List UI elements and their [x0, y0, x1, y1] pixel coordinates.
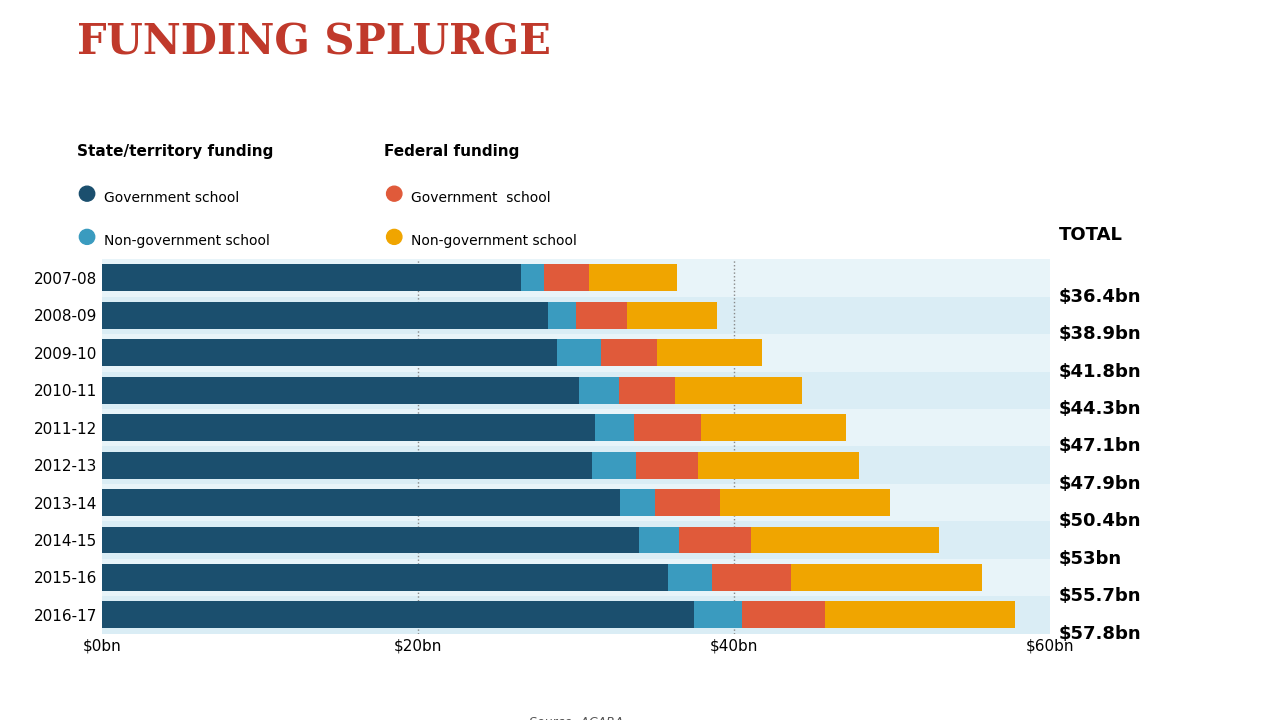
Bar: [102, 259, 1050, 297]
Bar: [595, 414, 635, 441]
Text: Government  school: Government school: [411, 191, 550, 204]
Text: $41.8bn: $41.8bn: [1059, 363, 1142, 380]
Bar: [712, 564, 791, 591]
Bar: [676, 377, 801, 404]
Bar: [635, 414, 700, 441]
Bar: [636, 451, 698, 479]
Bar: [668, 564, 712, 591]
Bar: [639, 526, 678, 554]
Bar: [698, 451, 859, 479]
Text: $38.9bn: $38.9bn: [1059, 325, 1142, 343]
Bar: [102, 302, 548, 329]
Bar: [719, 489, 890, 516]
Text: Federal funding: Federal funding: [384, 144, 520, 159]
Bar: [826, 601, 1015, 629]
Bar: [102, 414, 595, 441]
Text: $53bn: $53bn: [1059, 550, 1123, 567]
Bar: [102, 297, 1050, 334]
Bar: [694, 601, 742, 629]
Bar: [102, 521, 1050, 559]
Bar: [102, 377, 579, 404]
Bar: [576, 302, 626, 329]
Bar: [544, 264, 589, 292]
Text: $57.8bn: $57.8bn: [1059, 624, 1142, 642]
Bar: [589, 264, 677, 292]
Text: $44.3bn: $44.3bn: [1059, 400, 1142, 418]
Bar: [102, 526, 639, 554]
Text: Source: ACARA: Source: ACARA: [529, 716, 623, 720]
Text: Government school: Government school: [104, 191, 239, 204]
Text: $50.4bn: $50.4bn: [1059, 513, 1142, 530]
Bar: [678, 526, 751, 554]
Bar: [102, 451, 591, 479]
Bar: [102, 334, 1050, 372]
Text: State/territory funding: State/territory funding: [77, 144, 273, 159]
Text: Non-government school: Non-government school: [411, 234, 577, 248]
Bar: [657, 339, 763, 366]
Bar: [602, 339, 657, 366]
Bar: [626, 302, 717, 329]
Bar: [102, 596, 1050, 634]
Bar: [655, 489, 719, 516]
Text: $55.7bn: $55.7bn: [1059, 588, 1142, 605]
Bar: [618, 377, 676, 404]
Bar: [102, 339, 557, 366]
Bar: [102, 372, 1050, 409]
Bar: [102, 409, 1050, 446]
Bar: [751, 526, 940, 554]
Bar: [521, 264, 544, 292]
Text: Non-government school: Non-government school: [104, 234, 270, 248]
Bar: [700, 414, 846, 441]
Bar: [621, 489, 655, 516]
Bar: [548, 302, 576, 329]
Bar: [102, 484, 1050, 521]
Bar: [557, 339, 602, 366]
Bar: [102, 559, 1050, 596]
Bar: [102, 564, 668, 591]
Text: TOTAL: TOTAL: [1059, 226, 1123, 244]
Text: $36.4bn: $36.4bn: [1059, 287, 1142, 305]
Bar: [102, 264, 521, 292]
Text: $47.1bn: $47.1bn: [1059, 437, 1142, 455]
Bar: [741, 601, 826, 629]
Bar: [102, 446, 1050, 484]
Text: $47.9bn: $47.9bn: [1059, 475, 1142, 492]
Bar: [791, 564, 982, 591]
Bar: [102, 601, 694, 629]
Text: FUNDING SPLURGE: FUNDING SPLURGE: [77, 22, 550, 63]
Bar: [102, 489, 621, 516]
Bar: [579, 377, 618, 404]
Bar: [591, 451, 636, 479]
